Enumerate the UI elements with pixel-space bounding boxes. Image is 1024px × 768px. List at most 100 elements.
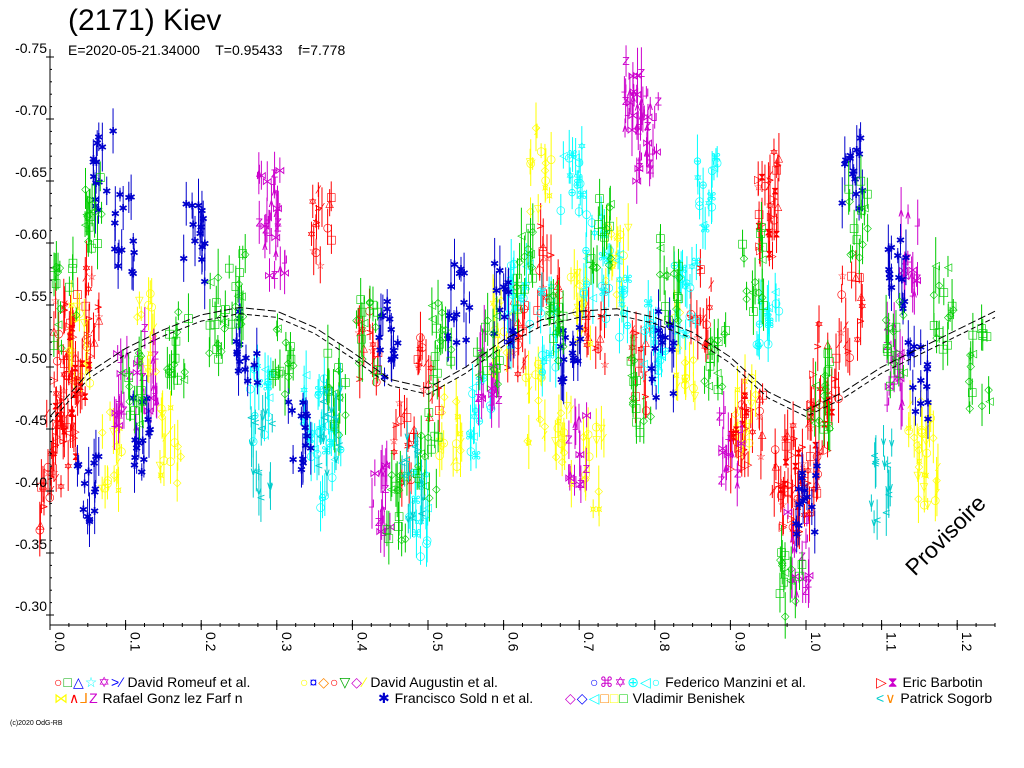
data-point: □ [51,277,61,290]
data-point: ✱ [449,313,458,326]
data-point: ◁ [627,368,636,381]
data-point: □ [330,419,340,432]
data-point: ✡ [513,368,522,381]
data-point: ✡ [470,411,479,424]
data-point: ¤ [574,334,581,347]
data-point: ◁ [676,326,685,339]
legend-symbol: ○ [330,674,340,690]
data-point: ◇ [281,387,290,400]
data-point: ◇ [820,388,829,401]
legend-symbol: ▽ [339,674,352,690]
data-point: □ [794,569,804,582]
legend-symbol: ⌘ [599,674,615,690]
data-point: ▽ [135,294,144,307]
data-point: □ [434,404,444,417]
data-point: ▷ [794,463,803,476]
data-point: ▽ [923,498,932,511]
data-point: ✡ [653,358,662,371]
data-point: ☆ [389,434,399,447]
data-point: ▷ [50,374,59,387]
data-point: Z [495,394,503,407]
data-point: ¤ [525,436,532,449]
data-point: ○ [645,318,655,331]
data-point: □ [938,342,948,355]
data-point: △ [90,335,99,348]
data-point: < [319,395,328,408]
data-point: □ [707,342,717,355]
data-point: ○ [303,429,313,442]
data-point: ⋈ [626,124,637,137]
data-point: ◇ [438,406,447,419]
data-point: □ [434,337,444,350]
legend-symbol: ◇ [576,690,589,706]
data-point: △ [774,199,783,212]
data-point: ⁄ [842,319,849,332]
data-point: ✱ [117,244,126,257]
data-point: ⁄ [458,436,465,449]
data-point: ⋈ [380,459,391,472]
data-point: ✱ [197,221,206,234]
data-point: ◇ [81,182,90,195]
data-point: ○ [917,426,927,439]
data-point: ⌘ [617,285,628,298]
data-point: □ [782,485,792,498]
data-point: ✱ [200,275,209,288]
data-point: < [884,488,893,501]
data-point: ✱ [667,344,676,357]
data-point: ✱ [445,310,454,323]
data-point: ⋈ [476,392,487,405]
data-point: ◇ [241,248,250,261]
data-point: ◇ [170,357,179,370]
data-point: ◇ [425,491,434,504]
legend-symbol: □ [600,690,610,706]
data-point: ▽ [747,397,756,410]
data-point: ✱ [374,331,383,344]
data-point: ○ [577,299,587,312]
data-point: ○ [538,348,548,361]
data-point: ∨ [259,410,267,423]
data-point: ∧ [153,395,161,408]
data-point: ◇ [424,430,433,443]
data-point: ✱ [302,430,311,443]
data-point: ▽ [526,156,535,169]
data-point: □ [776,546,786,559]
data-point: ◇ [629,395,638,408]
data-point: ✱ [91,451,100,464]
data-point: ¤ [734,383,741,396]
data-point: ◇ [503,345,512,358]
data-point: □ [333,360,343,373]
data-point: ✱ [182,198,191,211]
data-point: □ [472,345,482,358]
data-point: □ [891,320,901,333]
data-point: ⅃ [738,423,744,436]
data-point: ◇ [553,305,562,318]
data-point: ⁄ [738,399,745,412]
data-point: ✱ [124,191,133,204]
data-point: ✱ [459,296,468,309]
data-point: □ [581,309,591,322]
data-point: ◇ [133,310,142,323]
data-point: ⅃ [478,347,484,360]
data-point: ◇ [231,299,240,312]
data-point: ◇ [740,252,749,265]
data-point: ⅃ [116,392,122,405]
data-point: △ [354,311,363,324]
data-point: ⁄ [906,398,913,411]
data-point: ◇ [882,313,891,326]
data-point: < [873,514,882,527]
data-point: ◇ [640,414,649,427]
data-point: ⅃ [652,111,658,124]
data-point: ✡ [77,388,86,401]
data-point: ✱ [495,304,504,317]
data-point: ▽ [573,266,582,279]
data-point: □ [268,369,278,382]
data-point: ▽ [436,435,445,448]
data-point: □ [843,182,853,195]
y-tick-label: -0.60 [15,226,47,242]
data-point: ✱ [501,283,510,296]
data-point: ✱ [807,501,816,514]
data-point: ⌘ [321,445,332,458]
data-point: ⋈ [651,146,662,159]
data-point: □ [227,317,237,330]
legend-item-barbotin: ▷⧗ Eric Barbotin [876,674,983,690]
